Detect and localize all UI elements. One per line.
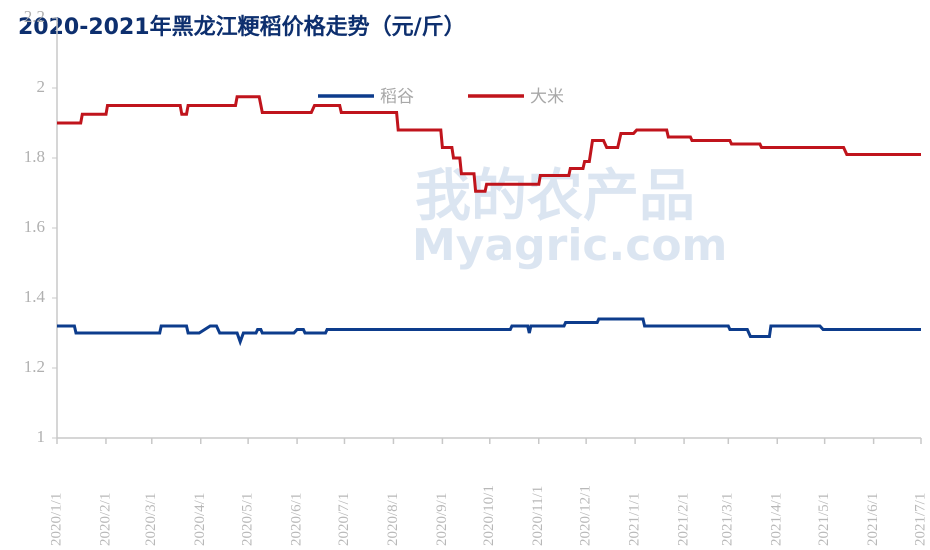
y-tick-label: 1 — [37, 427, 46, 446]
legend-label: 大米 — [530, 87, 564, 107]
line-series — [57, 317, 921, 347]
y-tick-label: 1.4 — [24, 287, 46, 306]
x-tick-label: 2021/7/1 — [912, 493, 928, 546]
line-series — [57, 95, 921, 193]
watermark: Myagric.com — [412, 220, 727, 271]
x-tick-label: 2020/11/1 — [530, 486, 546, 546]
y-tick-label: 2.2 — [24, 7, 45, 26]
x-tick-label: 2020/10/1 — [481, 485, 497, 546]
x-tick-label: 2020/2/1 — [97, 493, 113, 546]
legend-label: 稻谷 — [380, 87, 414, 107]
x-tick-label: 2021/2/1 — [676, 493, 692, 546]
x-tick-label: 2020/12/1 — [578, 485, 594, 546]
x-tick-label: 2020/5/1 — [240, 493, 256, 546]
y-tick-label: 1.8 — [24, 147, 45, 166]
x-tick-label: 2021/1/1 — [627, 493, 643, 546]
x-tick-label: 2020/9/1 — [434, 493, 450, 546]
x-tick-label: 2021/6/1 — [865, 493, 881, 546]
y-tick-label: 1.2 — [24, 357, 45, 376]
x-tick-label: 2020/3/1 — [143, 493, 159, 546]
y-tick-label: 1.6 — [24, 217, 45, 236]
chart-title: 2020-2021年黑龙江粳稻价格走势（元/斤） — [18, 14, 466, 40]
x-tick-label: 2021/4/1 — [769, 493, 785, 546]
x-tick-label: 2020/6/1 — [289, 493, 305, 546]
x-tick-label: 2020/4/1 — [192, 493, 208, 546]
x-tick-label: 2020/7/1 — [336, 493, 352, 546]
x-tick-label: 2020/1/1 — [48, 493, 64, 546]
x-tick-label: 2020/8/1 — [385, 493, 401, 546]
y-tick-label: 2 — [37, 77, 46, 96]
x-tick-label: 2021/3/1 — [720, 493, 736, 546]
x-tick-label: 2021/5/1 — [816, 493, 832, 546]
